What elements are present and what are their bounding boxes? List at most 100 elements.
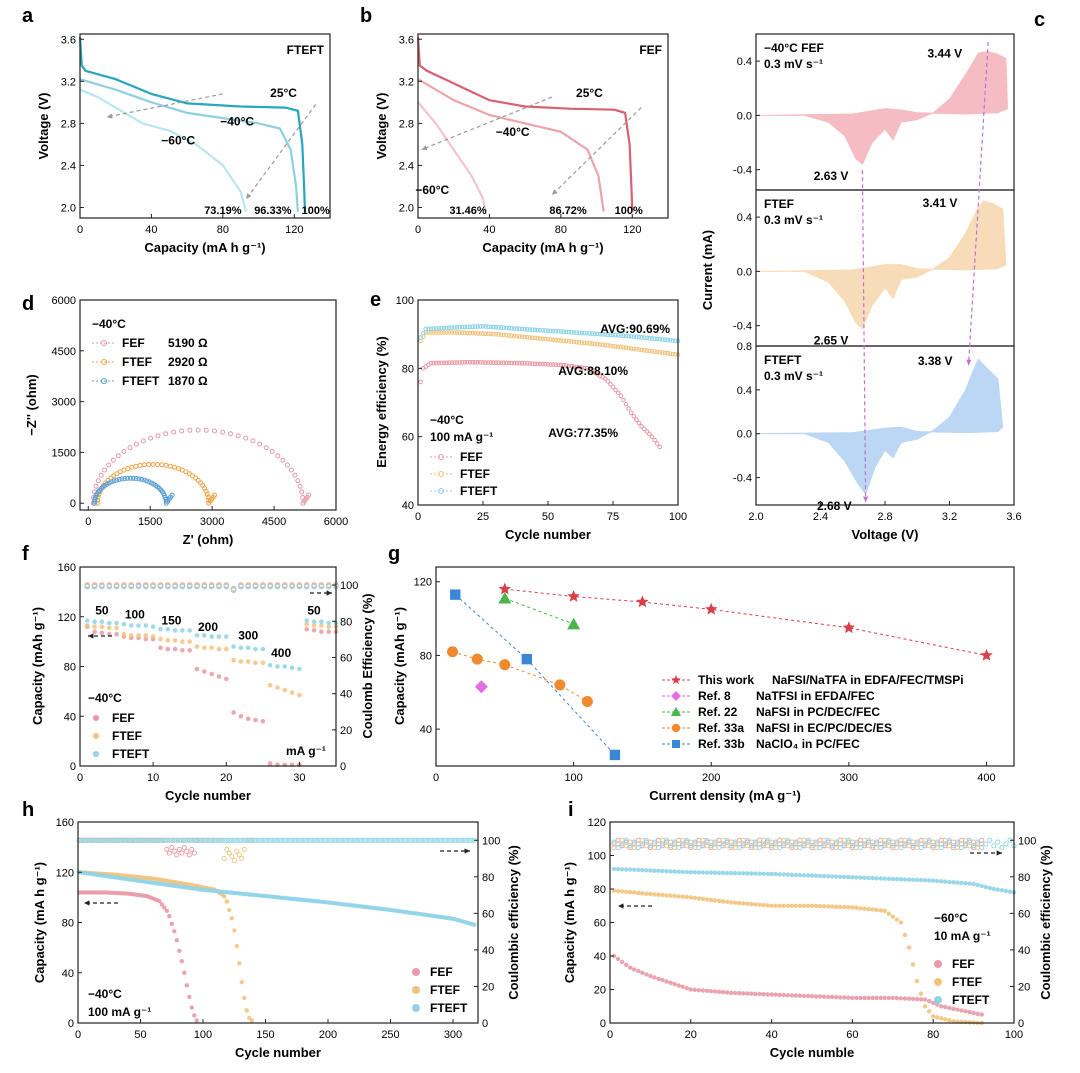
capacity-point-ftef [92,624,97,629]
ce-point-fteft [748,843,754,849]
impedance-point-fteft [127,475,133,481]
efficiency-point-ftef [652,349,657,354]
reduction-peak-label: 2.63 V [814,169,849,183]
capacity-point-fteft [187,628,192,633]
capacity-point-fteft [834,874,839,879]
capacity-point-fef [326,629,332,634]
x-tick-label: 75 [607,511,619,523]
ce-point-fteft [216,837,222,843]
y-axis-label: Voltage (V) [374,93,389,160]
capacity-point-ftef [854,905,859,910]
capacity-point-fef [725,990,730,995]
capacity-point-fteft [874,876,879,881]
capacity-point-fef [174,938,179,943]
ce-point-fteft [224,837,230,843]
efficiency-point-fef [524,361,530,366]
ce-point-fteft [249,837,255,843]
efficiency-point-fteft [449,325,455,330]
capacity-point-ftef [128,633,134,638]
efficiency-point-fteft [480,324,486,329]
legend-temperature: −40°C [88,987,122,1001]
legend-name: This work [698,673,754,687]
capacity-point-ftef [99,624,105,629]
capacity-point-ftef [935,1015,940,1020]
ce-point-fteft [439,837,445,843]
efficiency-point-fef [608,382,613,387]
capacity-point-ftef [894,917,899,922]
ce-point-fteft [760,841,767,847]
ce-point-fteft [139,837,145,843]
efficiency-point-fef [566,363,572,369]
efficiency-point-fef [470,359,475,365]
capacity-point-fteft [850,875,855,880]
efficiency-point-fef [545,362,551,367]
ce-point-fteft [172,583,178,590]
ce-point-fteft [765,837,771,843]
ce-point-fteft [246,837,252,843]
capacity-point-ftef [632,890,637,895]
capacity-point-fef [902,996,908,1001]
efficiency-point-ftef [649,349,655,354]
efficiency-point-fteft [532,327,538,333]
impedance-point-fteft [111,478,117,484]
efficiency-point-ftef [576,340,582,345]
ce-point-fteft [174,837,180,843]
efficiency-point-ftef [608,343,613,349]
efficiency-point-fteft [527,327,533,332]
capacity-point-ftef [914,978,920,984]
panel-d: d 0 1500 3000 4500 6000 0 1500 3000 4500 6000 Z' (o… [22,293,348,547]
ce-point-fteft [165,583,171,590]
capacity-point-fteft [830,874,835,879]
x-tick-label: 200 [702,772,720,784]
efficiency-point-fteft [431,326,436,331]
trend-line [504,597,574,625]
capacity-point-ftef [753,902,758,907]
efficiency-point-fef [613,387,618,393]
capacity-point-fef [801,993,807,999]
capacity-point-fteft [761,871,766,876]
impedance-point-fef [269,449,275,454]
capacity-point-fef [680,984,685,989]
capacity-point-fteft [862,875,867,880]
ce-point-fteft [271,837,277,843]
capacity-point-fef [878,995,883,1001]
y-axis-label: Voltage (V) [36,93,51,160]
ce-point-fteft [259,837,265,843]
capacity-point-fteft [660,868,665,874]
efficiency-point-ftef [670,351,676,357]
x-tick-label: 6000 [324,516,348,528]
ce-point-fteft [111,837,117,843]
impedance-tail-point [306,492,312,498]
efficiency-point-fteft [587,331,592,336]
ce-point-fteft [274,583,281,590]
capacity-point-fef [850,995,855,1001]
efficiency-point-ftef [574,339,579,345]
capacity-point-ftef [846,905,851,910]
ce-point-ftef [221,855,227,862]
efficiency-point-fteft [621,333,626,339]
capacity-point-fteft [765,871,770,876]
reduction-peak-label: 2.68 V [817,499,852,513]
ce-point-fteft [238,583,244,590]
efficiency-point-ftef [587,341,592,346]
y2-tick-label: 0 [340,761,346,773]
ce-point-fteft [99,583,105,590]
efficiency-point-ftef [504,332,509,338]
capacity-point-fteft [757,871,762,876]
capacity-point-fteft [737,871,742,876]
capacity-point-fteft [275,664,280,669]
efficiency-point-fteft [472,324,478,329]
impedance-point-fef [295,478,301,484]
efficiency-point-ftef [561,338,566,344]
capacity-point-ftef [801,903,807,908]
ce-point-fteft [451,837,457,843]
legend-marker [671,707,681,716]
efficiency-point-fef [550,362,556,367]
y-tick-label: 0 [70,498,76,510]
efficiency-point-fteft [615,333,621,338]
ce-point-fteft [902,841,908,847]
capacity-point-ftef [817,903,823,909]
ce-point-fteft [254,837,260,843]
capacity-point-fef [821,994,827,999]
capacity-point-fteft [898,877,904,882]
